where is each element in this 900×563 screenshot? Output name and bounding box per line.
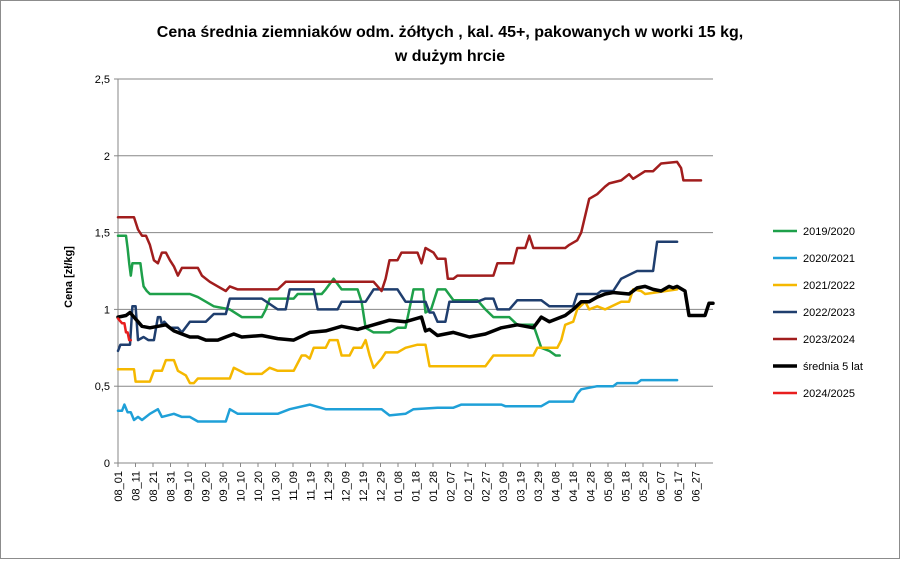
x-tick-label: 05_08 [603,471,615,502]
axes: 0 0,5 1 1,5 2 2,5 08_01 08_11 08_21 08_31 09_10 09_… [95,74,713,502]
x-tick-label: 01_18 [411,471,423,502]
x-tick-label: 06_17 [673,471,685,502]
chart-title-line1: Cena średnia ziemniaków odm. żółtych , k… [157,24,743,41]
y-tick-label: 1 [104,304,110,316]
chart-title-line2: w dużym hrcie [394,48,505,65]
x-tick-label: 12_19 [358,471,370,502]
x-tick-label: 11_19 [306,471,318,501]
series-line [116,378,679,423]
x-tick-label: 03_29 [533,471,545,502]
y-tick-label: 0 [104,458,110,470]
x-tick-label: 11_29 [323,471,335,501]
gridlines [118,78,713,464]
x-tick-label: 02_07 [446,471,458,502]
series-line [116,234,561,357]
x-tick-label: 09_10 [183,471,195,502]
x-tick-label: 06_27 [691,471,703,502]
x-tick-label: 04_08 [551,471,563,502]
y-axis-label: Cena [zł/kg] [63,246,75,308]
legend-label: 2019/2020 [803,226,855,238]
x-tick-label: 12_29 [376,471,388,502]
x-tick-label: 05_28 [638,471,650,502]
y-tick-label: 2 [104,151,110,163]
x-tick-label: 02_27 [481,471,493,502]
x-tick-label: 06_07 [656,471,668,502]
legend-label: 2022/2023 [803,307,855,319]
x-tick-label: 10_30 [271,471,283,502]
x-tick-label: 11_09 [288,471,300,501]
x-tick-label: 01_28 [428,471,440,502]
series-line [116,284,715,342]
x-tick-label: 04_18 [568,471,580,502]
x-tick-label: 12_09 [341,471,353,502]
series-line [116,317,133,342]
series-lines [116,160,715,423]
legend-label: średnia 5 lat [803,361,863,373]
x-tick-label: 10_10 [236,471,248,502]
legend-label: 2021/2022 [803,280,855,292]
x-tick-label: 09_20 [201,471,213,502]
series-line [116,288,679,385]
x-tick-label: 10_20 [253,471,265,502]
y-tick-label: 2,5 [95,74,110,86]
legend-label: 2023/2024 [803,334,855,346]
x-tick-label: 08_11 [131,471,143,501]
x-tick-label: 09_30 [218,471,230,502]
legend-label: 2024/2025 [803,388,855,400]
x-tick-label: 05_18 [621,471,633,502]
legend: 2019/2020 2020/2021 2021/2022 2022/2023 2023… [773,226,863,400]
series-line [116,160,703,293]
y-tick-label: 1,5 [95,228,110,240]
x-tick-label: 04_28 [586,471,598,502]
x-tick-label: 08_21 [148,471,160,502]
series-line [116,240,679,353]
x-tick-label: 01_08 [393,471,405,502]
y-tick-label: 0,5 [95,381,110,393]
x-tick-label: 03_09 [498,471,510,502]
x-tick-label: 02_17 [463,471,475,502]
legend-label: 2020/2021 [803,253,855,265]
x-tick-label: 08_01 [113,471,125,502]
x-tick-label: 03_19 [516,471,528,502]
x-tick-label: 08_31 [166,471,178,502]
